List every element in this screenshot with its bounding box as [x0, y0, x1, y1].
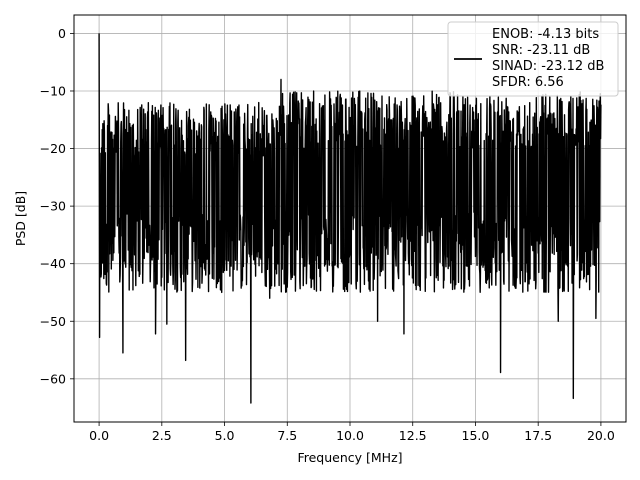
x-tick-label: 0.0: [89, 428, 109, 443]
x-tick-label: 20.0: [587, 428, 615, 443]
legend-snr: SNR: -23.11 dB: [492, 43, 590, 58]
y-tick-label: −60: [40, 371, 66, 386]
psd-line: [98, 33, 602, 404]
x-tick-label: 12.5: [399, 428, 427, 443]
legend-sfdr: SFDR: 6.56: [492, 75, 564, 90]
y-tick-label: 0: [58, 26, 66, 41]
legend-sinad: SINAD: -23.12 dB: [492, 59, 604, 74]
x-tick-label: 17.5: [524, 428, 552, 443]
x-tick-label: 7.5: [277, 428, 297, 443]
legend-box: [447, 21, 619, 97]
x-tick-label: 2.5: [152, 428, 172, 443]
x-tick-label: 10.0: [336, 428, 364, 443]
legend-enob: ENOB: -4.13 bits: [492, 27, 599, 42]
y-tick-label: −30: [40, 199, 66, 214]
y-tick-label: −50: [40, 314, 66, 329]
legend: ENOB: -4.13 bits SNR: -23.11 dB SINAD: -…: [447, 21, 619, 97]
y-axis-label: PSD [dB]: [13, 191, 28, 246]
y-axis: 0 −10 −20 −30 −40 −50 −60: [40, 26, 74, 386]
x-axis-label: Frequency [MHz]: [297, 450, 402, 465]
x-tick-label: 5.0: [215, 428, 235, 443]
x-axis: 0.0 2.5 5.0 7.5 10.0 12.5 15.0 17.5 20.0: [89, 422, 615, 443]
y-tick-label: −20: [40, 141, 66, 156]
y-tick-label: −40: [40, 256, 66, 271]
y-tick-label: −10: [40, 83, 66, 98]
psd-series: [98, 33, 602, 404]
x-tick-label: 15.0: [462, 428, 490, 443]
